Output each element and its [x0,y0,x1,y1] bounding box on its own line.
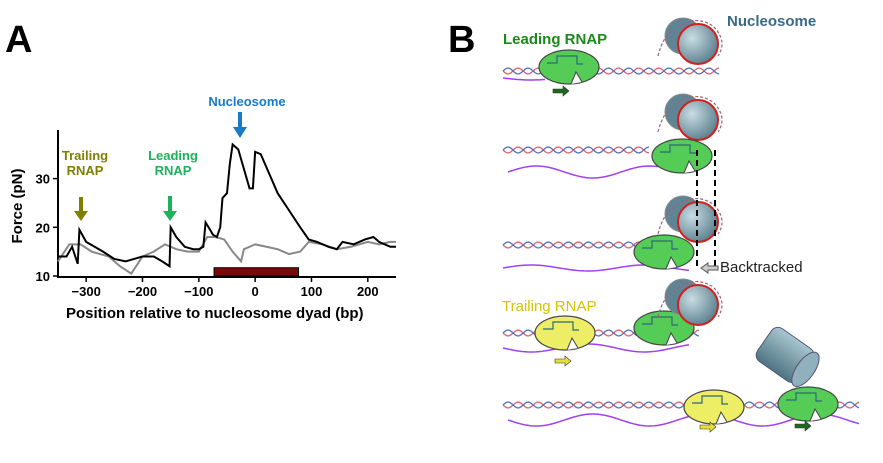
x-tick-label: 200 [357,284,379,299]
nucleosome-dna [657,281,723,318]
rnap-channel [692,395,728,405]
backtracked-label: Backtracked [720,259,803,276]
nucleosome-icon [677,99,719,141]
x-tick-label: 100 [301,284,323,299]
arrow-down-icon [74,197,88,221]
x-tick-label: −200 [128,284,157,299]
rnap-cleft [665,331,678,346]
trailing-rnap [683,389,745,425]
trailing-rnap [534,315,596,351]
dna-strand [502,241,640,249]
nucleosome-label-b: Nucleosome [727,13,816,30]
leading-label-2: RNAP [155,163,192,178]
y-axis-label: Force (pN) [9,168,26,243]
rnap-cleft [809,407,822,422]
leading-rnap-annotation: Leading RNAP [148,148,198,221]
histone-cylinder-end [791,351,820,388]
evicted-histone-icon [755,326,820,388]
panel-a-label: A [5,19,32,61]
rna-transcript [507,165,659,179]
trailing-label-2: RNAP [67,163,104,178]
y-tick-label: 20 [36,220,50,235]
trace-black-line [58,142,396,269]
x-tick-label: 0 [252,284,259,299]
y-tick-label: 10 [36,269,50,284]
arrow-right-icon [794,420,812,432]
rnap-cleft [683,159,696,174]
rna-transcript [502,77,546,81]
trailing-label-1: Trailing [62,148,108,163]
x-axis-label: Position relative to nucleosome dyad (bp… [66,305,364,322]
arrow-left-icon [700,262,719,274]
dna-strand [502,146,650,154]
panel-b-label: B [448,19,475,61]
nucleosome-icon [677,284,719,326]
dna-strand [502,146,650,154]
y-tick-label: 30 [36,172,50,187]
leading-rnap [633,310,695,346]
nucleosome-label: Nucleosome [208,94,285,109]
dna-strand [502,67,720,75]
trailing-rnap-label: Trailing RNAP [502,298,596,315]
arrow-right-icon [699,421,717,433]
nucleosome-icon [677,23,719,65]
rnap-channel [547,55,583,65]
trailing-rnap-annotation: Trailing RNAP [62,148,108,221]
arrow-right-icon [554,355,572,367]
rnap-channel [642,316,678,326]
rnap-cleft [566,336,579,351]
rnap-cleft [715,410,728,425]
leading-rnap [651,138,713,174]
nucleosome-dna [657,198,723,235]
rnap-channel [660,144,696,154]
arrow-right-icon [552,85,570,97]
arrow-down-icon [233,112,247,138]
rnap-channel [786,392,822,402]
rnap-cleft [665,255,678,270]
leading-rnap-label: Leading RNAP [503,31,607,48]
arrow-down-icon [163,196,177,221]
rnap-cleft [570,70,583,85]
leading-rnap [777,386,839,422]
force-chart: −300 −200 −100 0 100 200 10 20 30 Position relat… [9,94,396,322]
transcription-diagram [502,17,860,433]
nucleosome-region-bar [213,267,300,277]
nucleosome-dna [657,96,723,133]
leading-label-1: Leading [148,148,198,163]
rna-transcript [502,343,690,353]
x-tick-label: −300 [72,284,101,299]
dna-strand [502,241,640,249]
nucleosome-dna [657,20,723,57]
leading-rnap [633,234,695,270]
rnap-channel [543,321,579,331]
rnap-channel [642,240,678,250]
leading-rnap [538,49,600,85]
nucleosome-annotation: Nucleosome [208,94,286,138]
x-tick-label: −100 [184,284,213,299]
